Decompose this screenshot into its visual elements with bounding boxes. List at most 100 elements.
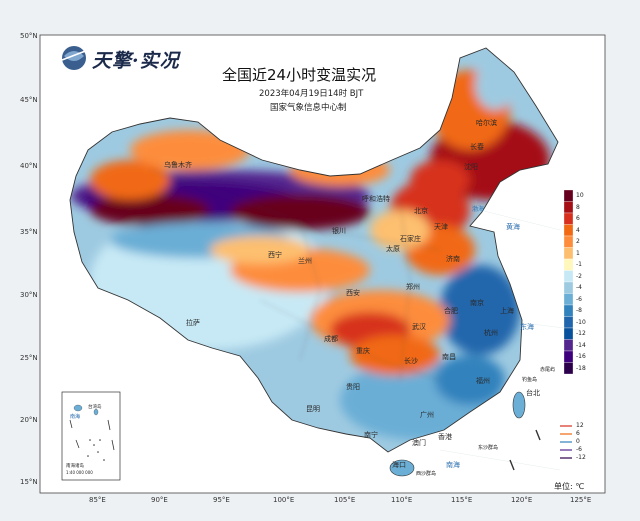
lon-label: 90°E — [151, 496, 168, 504]
city-label: 郑州 — [406, 283, 420, 291]
city-label: 北京 — [414, 207, 428, 215]
brand-name: 天擎·实况 — [92, 50, 180, 72]
lat-label: 45°N — [20, 96, 38, 104]
lat-label: 40°N — [20, 162, 38, 170]
island-label: 赤尾屿 — [540, 367, 556, 373]
city-label: 合肥 — [444, 307, 458, 315]
city-label: 上海 — [500, 307, 514, 315]
legend-contour-label: 12 — [576, 422, 584, 429]
legend-bin-label: 8 — [576, 203, 580, 211]
lon-label: 125°E — [570, 496, 592, 504]
lon-label: 105°E — [334, 496, 356, 504]
legend-contour-label: 6 — [576, 430, 580, 437]
lon-label: 100°E — [273, 496, 295, 504]
sea-label: 黄海 — [506, 223, 520, 231]
legend-bin — [563, 258, 574, 271]
legend-bin-label: -2 — [576, 272, 582, 280]
legend-bin — [563, 293, 574, 306]
city-label: 贵阳 — [346, 383, 360, 391]
lon-label: 85°E — [89, 496, 106, 504]
map-title: 全国近24小时变温实况 — [222, 66, 377, 84]
china-border — [69, 47, 559, 453]
legend-bin-label: 4 — [576, 226, 580, 234]
legend-bin — [563, 281, 574, 294]
city-label: 香港 — [438, 433, 452, 441]
lat-label: 50°N — [20, 32, 38, 40]
sea-label: 渤海 — [472, 206, 485, 213]
city-label: 拉萨 — [186, 319, 200, 327]
city-label: 西宁 — [268, 251, 282, 259]
legend-bin-label: -12 — [576, 330, 586, 337]
legend-bin — [563, 224, 574, 237]
sea-label: 东海 — [520, 323, 534, 331]
city-label: 澳门 — [412, 439, 426, 447]
city-label: 太原 — [386, 245, 400, 253]
lat-label: 20°N — [20, 416, 38, 424]
legend-unit: 单位: ℃ — [554, 482, 585, 491]
legend-bin-label: 1 — [576, 249, 580, 257]
legend-bin-label: -16 — [576, 353, 586, 360]
city-label: 兰州 — [298, 257, 312, 265]
city-label: 海口 — [392, 461, 406, 469]
legend-bin-label: -6 — [576, 295, 582, 303]
city-label: 重庆 — [356, 347, 370, 355]
city-label: 南宁 — [364, 431, 378, 439]
city-label: 福州 — [476, 377, 490, 385]
legend-bin — [563, 235, 574, 248]
city-label: 银川 — [332, 227, 346, 235]
legend-bin-label: -18 — [576, 364, 586, 372]
legend-bin — [563, 201, 574, 214]
legend-contour-label: -6 — [576, 446, 582, 453]
legend-bin-label: -8 — [576, 307, 582, 314]
legend-bin-label: -10 — [576, 318, 586, 326]
legend-bin — [563, 270, 574, 283]
island-label: 东沙群岛 — [478, 445, 499, 451]
legend-color-bar — [563, 189, 574, 375]
city-label: 石家庄 — [400, 235, 421, 243]
island-label: 钓鱼岛 — [522, 377, 538, 383]
lat-label: 30°N — [20, 291, 38, 299]
city-label: 乌鲁木齐 — [164, 161, 192, 169]
globe-logo-icon — [61, 46, 89, 70]
city-label: 成都 — [324, 335, 338, 343]
city-label: 武汉 — [412, 323, 426, 331]
legend-contour-label: 0 — [576, 438, 580, 445]
taiwan-island — [512, 391, 526, 419]
legend-bin — [563, 247, 574, 260]
lon-label: 115°E — [451, 496, 473, 504]
inset-label: 南海诸岛 — [66, 464, 84, 469]
lon-label: 110°E — [391, 496, 413, 504]
lat-label: 15°N — [20, 478, 38, 486]
south-china-sea-inset — [61, 391, 121, 481]
inset-label: 台湾岛 — [88, 405, 102, 410]
legend-bin — [563, 350, 574, 363]
city-label: 长春 — [470, 143, 484, 151]
city-label: 昆明 — [306, 405, 320, 413]
city-label: 沈阳 — [464, 163, 478, 171]
legend-bin-label: -4 — [576, 284, 582, 291]
city-label: 南昌 — [442, 353, 456, 361]
legend-bin-label: 10 — [576, 192, 584, 199]
legend-bin — [563, 339, 574, 352]
lat-label: 35°N — [20, 228, 38, 236]
map-producer: 国家气象信息中心制 — [270, 103, 347, 113]
legend-bin — [563, 316, 574, 329]
lat-label: 25°N — [20, 354, 38, 362]
city-label: 济南 — [446, 255, 460, 263]
lon-label: 95°E — [213, 496, 230, 504]
inset-scale: 1:40 000 000 — [66, 470, 93, 475]
legend-bin — [563, 327, 574, 340]
legend-bin-label: -1 — [576, 261, 582, 268]
legend-bin-label: 2 — [576, 238, 580, 245]
legend-bin — [563, 189, 574, 202]
map-datetime: 2023年04月19日14时 BJT — [259, 89, 364, 99]
hainan-island — [389, 459, 415, 477]
legend-bin — [563, 304, 574, 317]
island-label: 西沙群岛 — [416, 471, 437, 477]
city-label: 长沙 — [404, 357, 418, 365]
city-label: 杭州 — [484, 329, 498, 337]
legend-bin — [563, 362, 574, 375]
legend-bin-label: -14 — [576, 341, 586, 349]
